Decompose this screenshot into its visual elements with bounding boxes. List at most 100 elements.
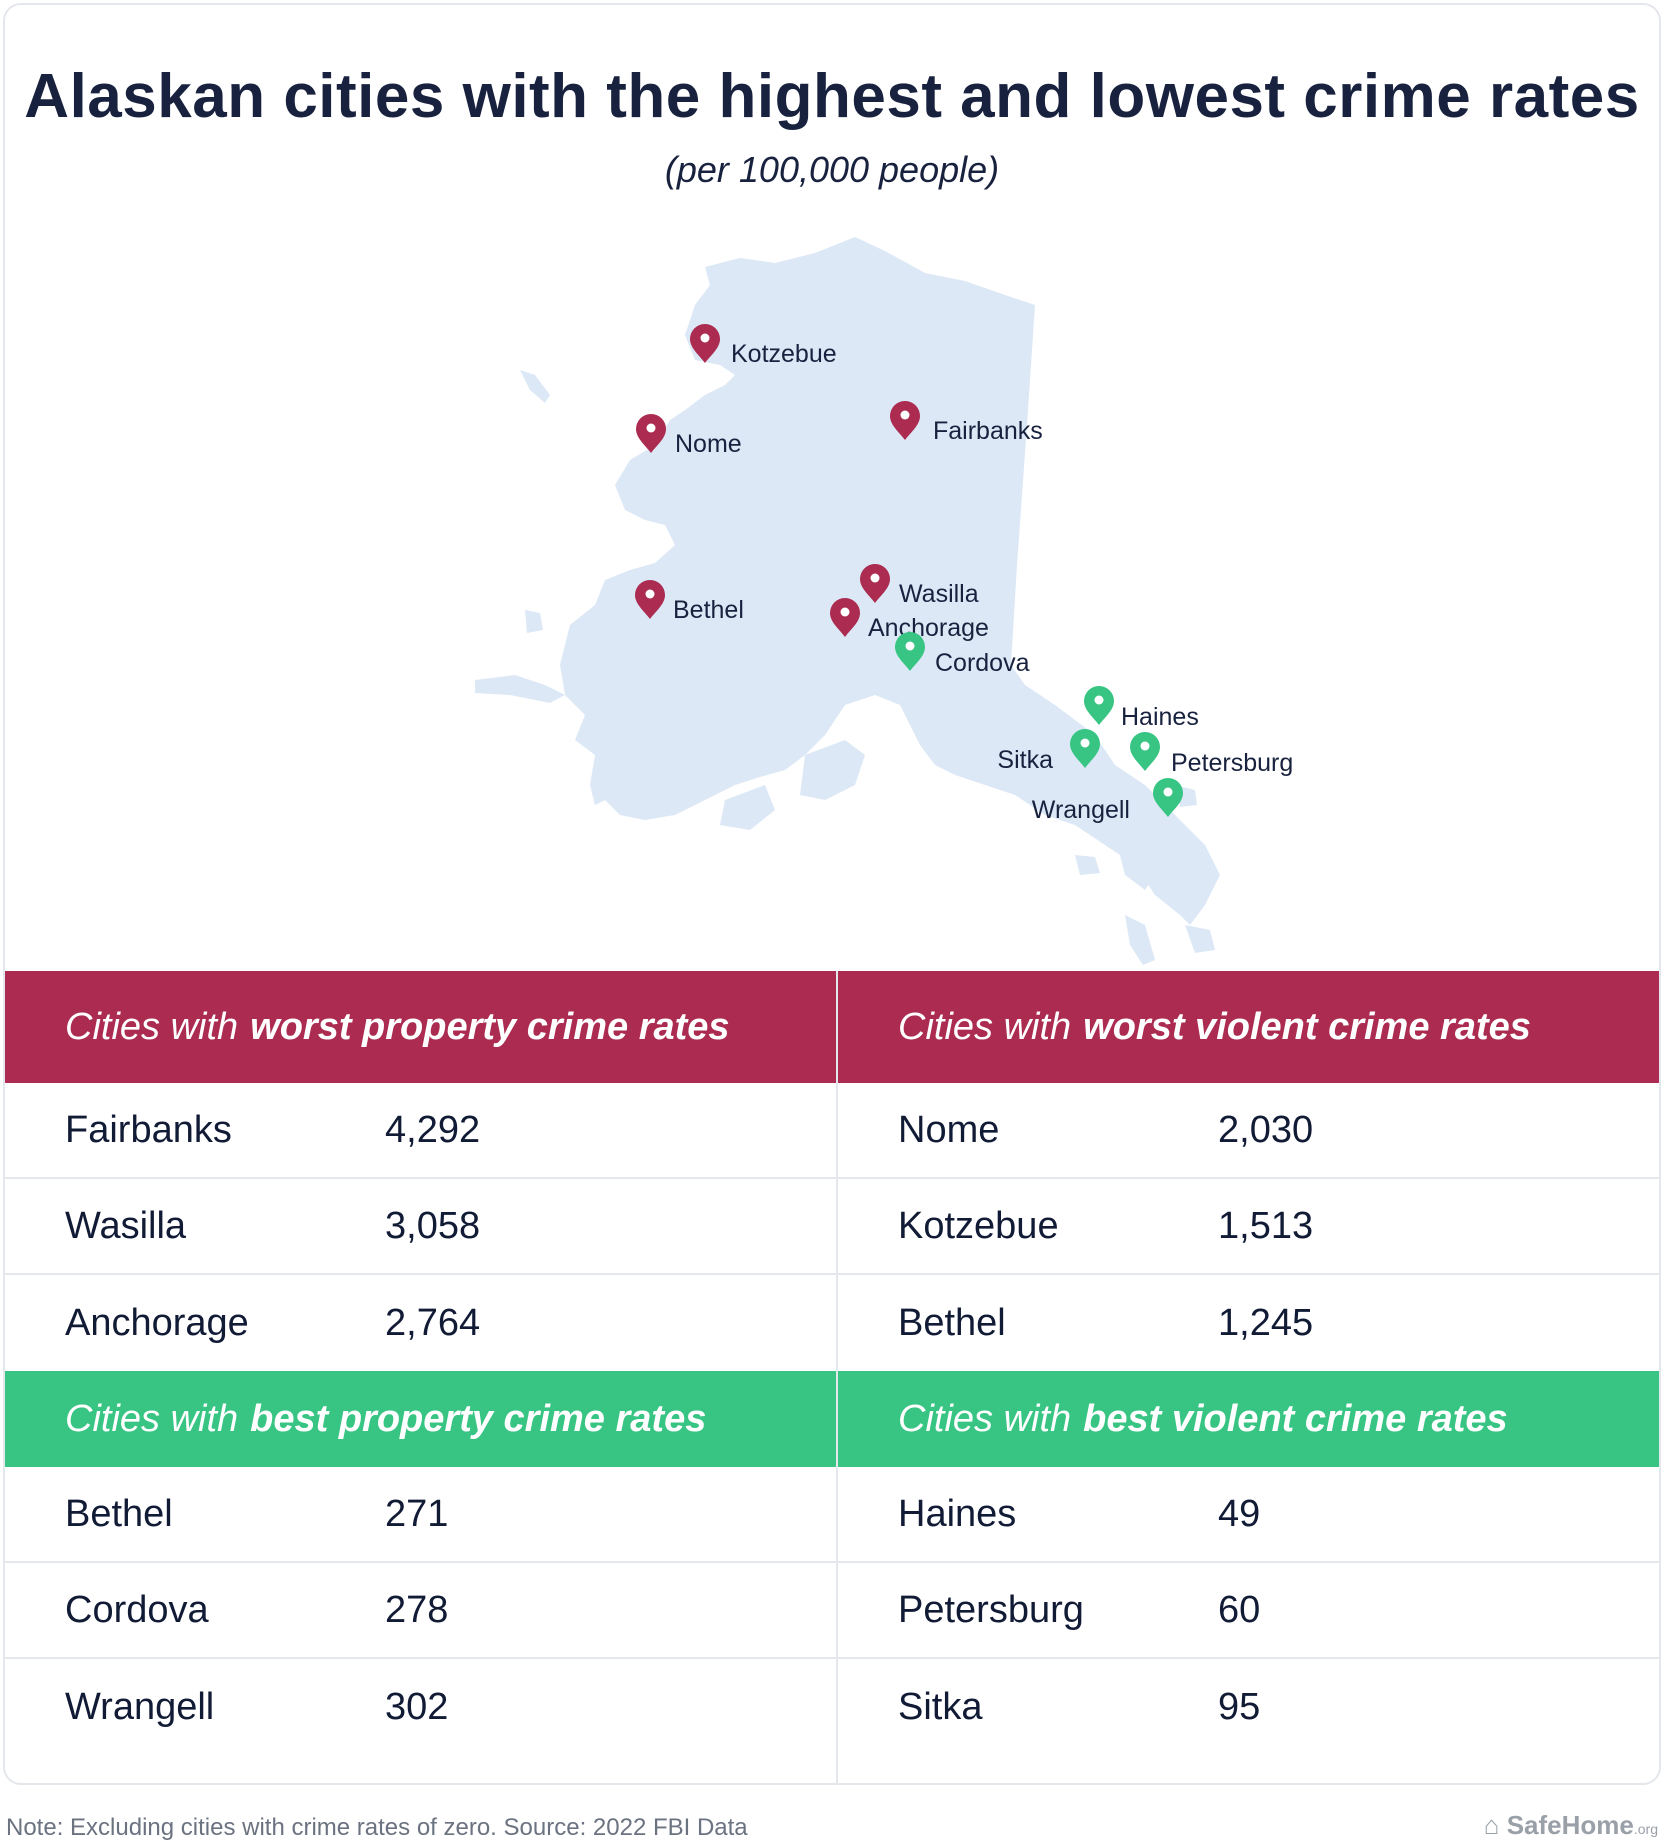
map-pin-fairbanks: Fairbanks (890, 401, 1043, 445)
city-name: Sitka (898, 1685, 983, 1728)
best-property-header: Cities with best property crime rates (5, 1371, 836, 1467)
city-name: Wasilla (65, 1204, 187, 1247)
best-property-prefix: Cities with (65, 1397, 239, 1440)
table-row: Wasilla 3,058 (5, 1179, 836, 1275)
pin-dot (646, 423, 656, 433)
city-name: Cordova (65, 1588, 209, 1631)
map-label-petersburg: Petersburg (1171, 749, 1293, 777)
best-violent-prefix: Cities with (898, 1397, 1072, 1440)
map-pin-kotzebue: Kotzebue (690, 324, 837, 368)
alaska-map: Kotzebue Fairbanks Nome Bethel Wasilla Anchor… (475, 237, 1293, 965)
map-label-wasilla: Wasilla (899, 580, 979, 608)
city-name: Nome (898, 1108, 1000, 1151)
map-label-kotzebue: Kotzebue (731, 340, 837, 368)
crime-rate: 60 (1218, 1588, 1261, 1631)
crime-rate: 4,292 (385, 1108, 481, 1151)
table-row: Bethel 1,245 (838, 1275, 1659, 1371)
city-name: Haines (898, 1492, 1017, 1535)
map-pin-sitka: Sitka (997, 729, 1100, 774)
pin-dot (900, 410, 910, 420)
worst-property-emphasis: worst property crime rates (250, 1005, 730, 1048)
table-row: Wrangell 302 (5, 1659, 836, 1755)
pin-dot (1140, 741, 1150, 751)
table-row: Bethel 271 (5, 1467, 836, 1563)
location-pin-icon (1130, 732, 1160, 771)
infographic-card: Alaskan cities with the highest and lowe… (3, 3, 1661, 1785)
worst-property-header: Cities with worst property crime rates (5, 971, 836, 1083)
violent-column: Cities with worst violent crime rates Nom… (836, 971, 1659, 1783)
table-row: Anchorage 2,764 (5, 1275, 836, 1371)
table-row: Cordova 278 (5, 1563, 836, 1659)
pin-dot (1094, 695, 1104, 705)
map-pin-wasilla: Wasilla (860, 564, 979, 608)
location-pin-icon (1070, 729, 1100, 768)
pin-dot (1080, 738, 1090, 748)
map-label-fairbanks: Fairbanks (933, 417, 1043, 445)
city-name: Petersburg (898, 1588, 1084, 1631)
map-pin-cordova: Cordova (895, 632, 1030, 677)
pin-dot (905, 641, 915, 651)
map-label-wrangell: Wrangell (1032, 796, 1130, 824)
table-row: Nome 2,030 (838, 1083, 1659, 1179)
pin-dot (870, 573, 880, 583)
city-name: Fairbanks (65, 1108, 232, 1151)
crime-rate: 3,058 (385, 1204, 481, 1247)
crime-rate: 1,245 (1218, 1301, 1314, 1344)
city-name: Wrangell (65, 1685, 215, 1728)
worst-violent-prefix: Cities with (898, 1005, 1072, 1048)
pin-dot (1163, 787, 1173, 797)
best-property-emphasis: best property crime rates (250, 1397, 707, 1440)
map-pin-wrangell: Wrangell (1032, 778, 1183, 824)
map-pins: Kotzebue Fairbanks Nome Bethel Wasilla Anchor… (635, 324, 1293, 824)
crime-rate: 95 (1218, 1685, 1261, 1728)
page-title: Alaskan cities with the highest and lowe… (24, 62, 1640, 131)
crime-rate: 1,513 (1218, 1204, 1314, 1247)
crime-rate: 2,764 (385, 1301, 481, 1344)
location-pin-icon (636, 414, 666, 453)
crime-rate: 2,030 (1218, 1108, 1314, 1151)
map-label-nome: Nome (675, 430, 742, 458)
location-pin-icon (690, 324, 720, 363)
location-pin-icon (635, 580, 665, 619)
city-name: Anchorage (65, 1301, 249, 1344)
crime-rate: 49 (1218, 1492, 1261, 1535)
brand-logo: ⌂ SafeHome.org (1484, 1810, 1658, 1841)
map-label-cordova: Cordova (935, 649, 1030, 677)
location-pin-icon (860, 564, 890, 603)
worst-violent-emphasis: worst violent crime rates (1083, 1005, 1531, 1048)
city-name: Bethel (898, 1301, 1006, 1344)
table-row: Haines 49 (838, 1467, 1659, 1563)
best-property-rows: Bethel 271 Cordova 278 Wrangell 302 (5, 1467, 836, 1755)
map-pin-nome: Nome (636, 414, 742, 458)
worst-property-rows: Fairbanks 4,292 Wasilla 3,058 Anchorage 2,7… (5, 1083, 836, 1371)
map-label-anchorage: Anchorage (868, 614, 989, 642)
city-name: Bethel (65, 1492, 173, 1535)
crime-rate: 302 (385, 1685, 449, 1728)
table-row: Fairbanks 4,292 (5, 1083, 836, 1179)
source-note: Note: Excluding cities with crime rates … (6, 1814, 748, 1841)
location-pin-icon (890, 401, 920, 440)
worst-property-prefix: Cities with (65, 1005, 239, 1048)
home-icon: ⌂ (1483, 1810, 1500, 1840)
location-pin-icon (1084, 686, 1114, 725)
location-pin-icon (895, 632, 925, 671)
location-pin-icon (830, 598, 860, 637)
city-name: Kotzebue (898, 1204, 1059, 1247)
map-label-bethel: Bethel (673, 596, 744, 624)
crime-rate: 278 (385, 1588, 449, 1631)
best-violent-rows: Haines 49 Petersburg 60 Sitka 95 (838, 1467, 1659, 1755)
location-pin-icon (1153, 778, 1183, 817)
map-pin-anchorage: Anchorage (830, 598, 989, 642)
alaska-landmass (475, 237, 1220, 965)
table-row: Petersburg 60 (838, 1563, 1659, 1659)
worst-violent-rows: Nome 2,030 Kotzebue 1,513 Bethel 1,245 (838, 1083, 1659, 1371)
map-pin-petersburg: Petersburg (1130, 732, 1293, 777)
map-pin-haines: Haines (1084, 686, 1199, 731)
brand-suffix: .org (1633, 1821, 1658, 1837)
table-row: Sitka 95 (838, 1659, 1659, 1755)
brand-name: SafeHome (1506, 1810, 1634, 1840)
table-row: Kotzebue 1,513 (838, 1179, 1659, 1275)
map-pin-bethel: Bethel (635, 580, 744, 624)
map-label-haines: Haines (1121, 703, 1199, 731)
best-violent-header: Cities with best violent crime rates (838, 1371, 1659, 1467)
